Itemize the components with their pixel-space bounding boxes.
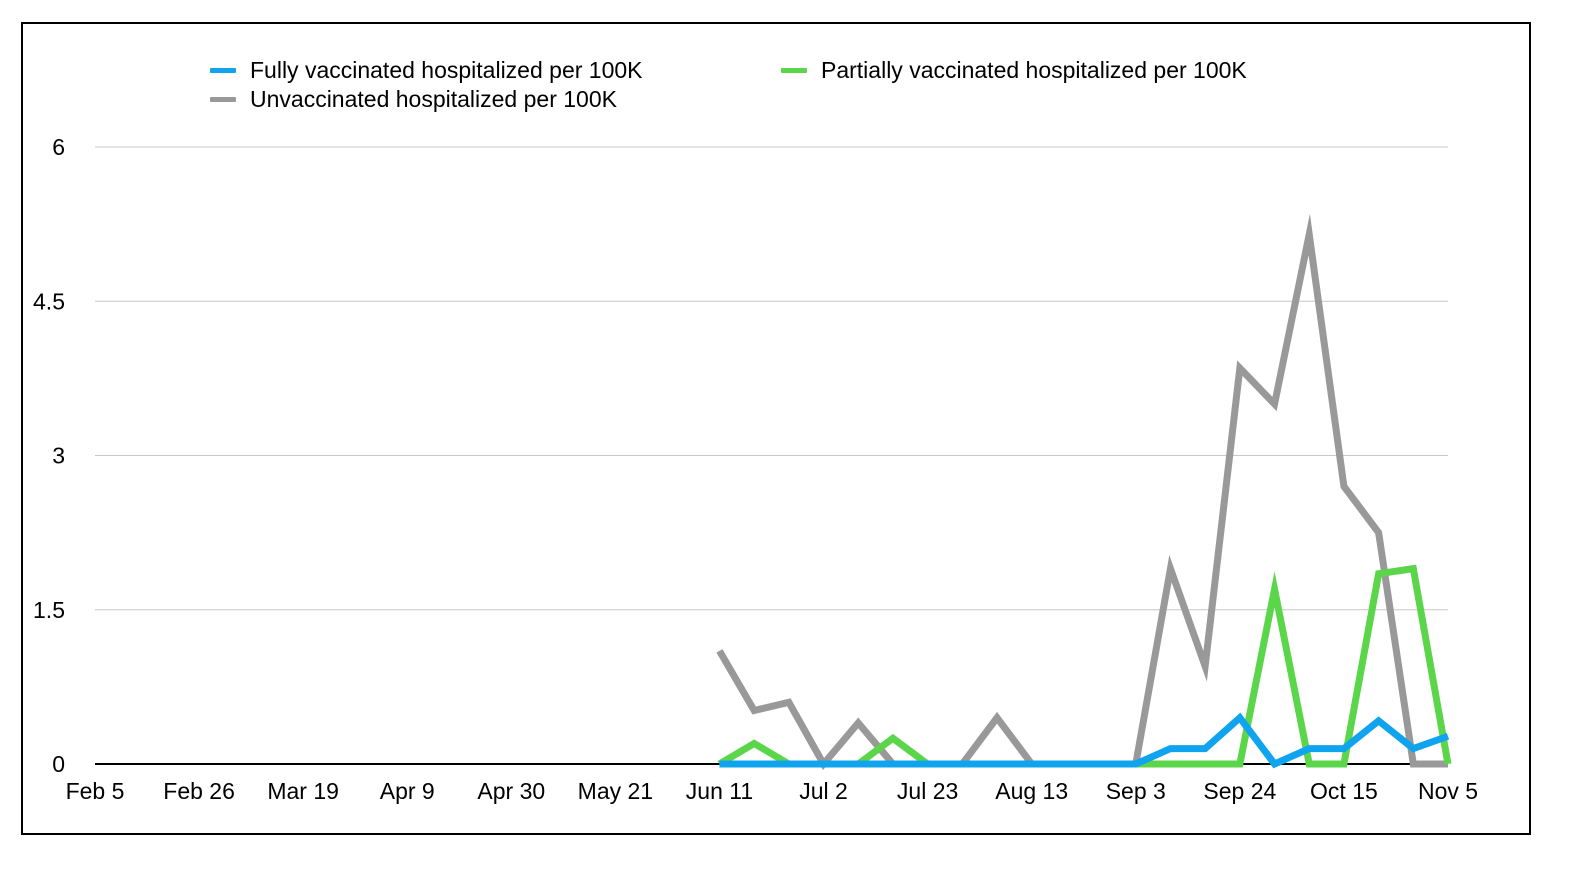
legend-swatch-unvaccinated: [210, 96, 236, 102]
legend-item-partially-vaccinated: Partially vaccinated hospitalized per 10…: [781, 56, 1247, 84]
legend-swatch-fully-vaccinated: [210, 67, 236, 73]
x-tick-label: Oct 15: [1310, 778, 1378, 804]
x-tick-label: Jul 2: [799, 778, 848, 804]
x-tick-label: Sep 3: [1106, 778, 1166, 804]
y-tick-label: 1.5: [33, 597, 65, 623]
series-line-unvaccinated-hospitalized-per-100k: [716, 213, 1448, 771]
y-tick-label: 3: [52, 443, 65, 469]
legend-label-partially-vaccinated: Partially vaccinated hospitalized per 10…: [821, 56, 1247, 83]
series-line-partially-vaccinated-hospitalized-per-100k: [717, 564, 1452, 768]
x-tick-label: Aug 13: [995, 778, 1068, 804]
x-tick-label: Feb 5: [66, 778, 125, 804]
y-tick-label: 6: [52, 134, 65, 160]
series-line-fully-vaccinated-hospitalized-per-100k: [719, 712, 1450, 769]
x-tick-label: Mar 19: [267, 778, 339, 804]
legend-item-unvaccinated: Unvaccinated hospitalized per 100K: [210, 85, 617, 113]
legend-swatch-partially-vaccinated: [781, 67, 807, 73]
x-tick-label: Jul 23: [897, 778, 958, 804]
x-tick-label: Apr 9: [380, 778, 435, 804]
legend-item-fully-vaccinated: Fully vaccinated hospitalized per 100K: [210, 56, 643, 84]
x-tick-label: Feb 26: [163, 778, 235, 804]
x-tick-label: Jun 11: [686, 778, 753, 804]
legend-label-fully-vaccinated: Fully vaccinated hospitalized per 100K: [250, 56, 643, 83]
y-tick-label: 0: [52, 751, 65, 777]
x-tick-label: Apr 30: [477, 778, 545, 804]
chart-frame: [21, 22, 1531, 835]
x-tick-label: Nov 5: [1418, 778, 1478, 804]
legend-label-unvaccinated: Unvaccinated hospitalized per 100K: [250, 85, 617, 112]
x-tick-label: Sep 24: [1203, 778, 1276, 804]
y-tick-label: 4.5: [33, 288, 65, 314]
x-tick-label: May 21: [578, 778, 653, 804]
